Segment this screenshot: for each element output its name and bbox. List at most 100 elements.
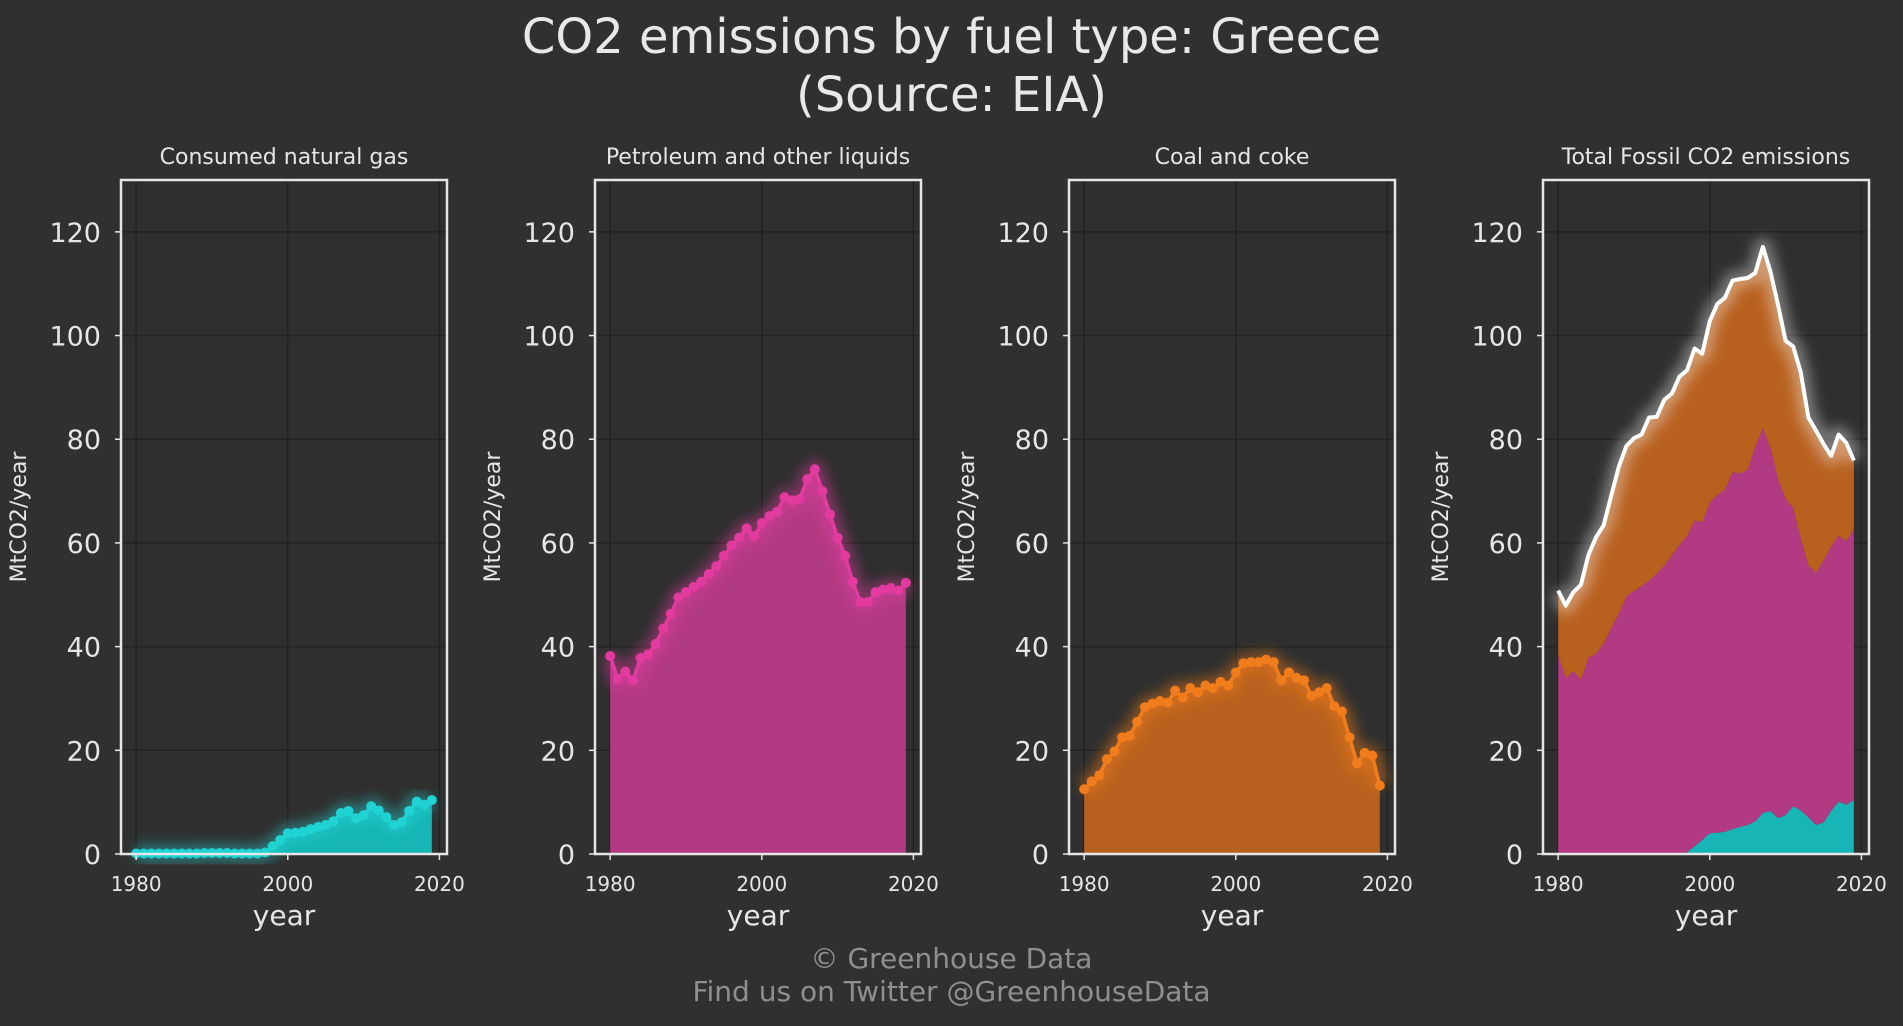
data-point — [756, 518, 767, 529]
y-tick-label: 20 — [1489, 736, 1523, 767]
x-tick-label: 2020 — [888, 872, 939, 896]
data-point — [802, 474, 813, 485]
data-point — [297, 826, 308, 837]
data-point — [388, 819, 399, 830]
x-tick-label: 1980 — [1533, 872, 1584, 896]
data-point — [643, 649, 654, 660]
y-axis-label: MtCO2/year — [955, 451, 980, 583]
data-point — [1094, 770, 1105, 781]
data-point — [1208, 683, 1219, 694]
data-point — [1253, 657, 1264, 668]
data-point — [711, 561, 722, 572]
data-point — [840, 550, 851, 561]
data-point — [650, 639, 661, 650]
y-tick-label: 60 — [1015, 529, 1049, 560]
data-point — [1185, 683, 1196, 694]
y-tick-label: 120 — [997, 218, 1049, 249]
data-point — [855, 597, 866, 608]
y-tick-label: 40 — [541, 633, 575, 664]
data-point — [1299, 675, 1310, 686]
data-point — [741, 523, 752, 534]
figure-title-line1: CO2 emissions by fuel type: Greece — [521, 9, 1382, 65]
x-axis-label: year — [253, 899, 316, 932]
plot-frame — [1541, 178, 1871, 856]
petroleum-area — [610, 469, 906, 854]
data-point — [1261, 654, 1272, 665]
data-point — [267, 841, 278, 852]
x-tick-label: 1980 — [585, 872, 636, 896]
footer-twitter: Find us on Twitter @GreenhouseData — [692, 975, 1211, 1008]
data-point — [1314, 687, 1325, 698]
data-point — [282, 828, 293, 839]
y-tick-label: 0 — [84, 840, 101, 871]
y-tick-label: 80 — [67, 425, 101, 456]
data-point — [275, 835, 286, 846]
data-point — [1124, 730, 1135, 741]
data-point — [1276, 675, 1287, 686]
data-point — [1132, 716, 1143, 727]
data-point — [1117, 732, 1128, 743]
data-point — [343, 805, 354, 816]
y-tick-label: 100 — [523, 322, 575, 353]
data-point — [1352, 758, 1363, 769]
y-tick-label: 100 — [1471, 322, 1523, 353]
figure-title: CO2 emissions by fuel type: Greece (Sour… — [0, 8, 1903, 124]
data-point — [809, 464, 820, 475]
data-point — [787, 495, 798, 506]
plot-frame — [119, 178, 449, 856]
figure-title-line2: (Source: EIA) — [795, 67, 1108, 123]
data-point — [1109, 746, 1120, 757]
data-point — [328, 816, 339, 827]
y-tick-label: 40 — [1489, 633, 1523, 664]
data-point — [893, 585, 904, 596]
panel-title: Petroleum and other liquids — [606, 145, 910, 170]
data-point — [290, 827, 301, 838]
gas-area — [136, 800, 432, 854]
data-point — [1230, 667, 1241, 678]
data-point — [358, 810, 369, 821]
y-tick-label: 120 — [523, 218, 575, 249]
data-point — [1329, 701, 1340, 712]
data-point — [673, 592, 684, 603]
data-point — [313, 822, 324, 833]
data-point — [1162, 697, 1173, 708]
data-point — [605, 650, 616, 661]
y-tick-label: 120 — [1471, 218, 1523, 249]
data-point — [1306, 690, 1317, 701]
data-point — [396, 817, 407, 828]
x-tick-label: 2020 — [414, 872, 465, 896]
data-point — [620, 666, 631, 677]
data-point — [1367, 750, 1378, 761]
y-tick-label: 40 — [1015, 633, 1049, 664]
x-tick-label: 1980 — [111, 872, 162, 896]
data-point — [1344, 732, 1355, 743]
data-point — [779, 492, 790, 503]
gas-area — [1558, 800, 1854, 854]
y-tick-label: 60 — [1489, 529, 1523, 560]
data-point — [1200, 680, 1211, 691]
chart-panel-4: 0 20 40 60 80 100 120 1980 2000 2020 Total Fossil … — [1429, 145, 1887, 932]
data-point — [703, 569, 714, 580]
data-point — [1223, 680, 1234, 691]
data-point — [305, 824, 316, 835]
data-point — [1101, 754, 1112, 765]
footer: © Greenhouse Data Find us on Twitter @Gr… — [0, 942, 1903, 1008]
data-point — [320, 819, 331, 830]
plot-area — [121, 180, 447, 854]
data-point — [1268, 657, 1279, 668]
data-point — [680, 587, 691, 598]
y-tick-label: 20 — [541, 736, 575, 767]
data-point — [1177, 692, 1188, 703]
chart-panel-3: 0 20 40 60 80 100 120 1980 2000 2020 Coal and coke… — [955, 145, 1413, 932]
chart-panel-2: 0 20 40 60 80 100 120 1980 2000 2020 Petroleum and… — [481, 145, 939, 932]
x-tick-label: 2020 — [1836, 872, 1887, 896]
data-point — [411, 796, 422, 807]
y-axis-label: MtCO2/year — [1429, 451, 1454, 583]
data-point — [885, 583, 896, 594]
x-axis-label: year — [1201, 899, 1264, 932]
data-point — [426, 795, 437, 806]
data-point — [734, 532, 745, 543]
x-tick-label: 2000 — [1684, 872, 1735, 896]
